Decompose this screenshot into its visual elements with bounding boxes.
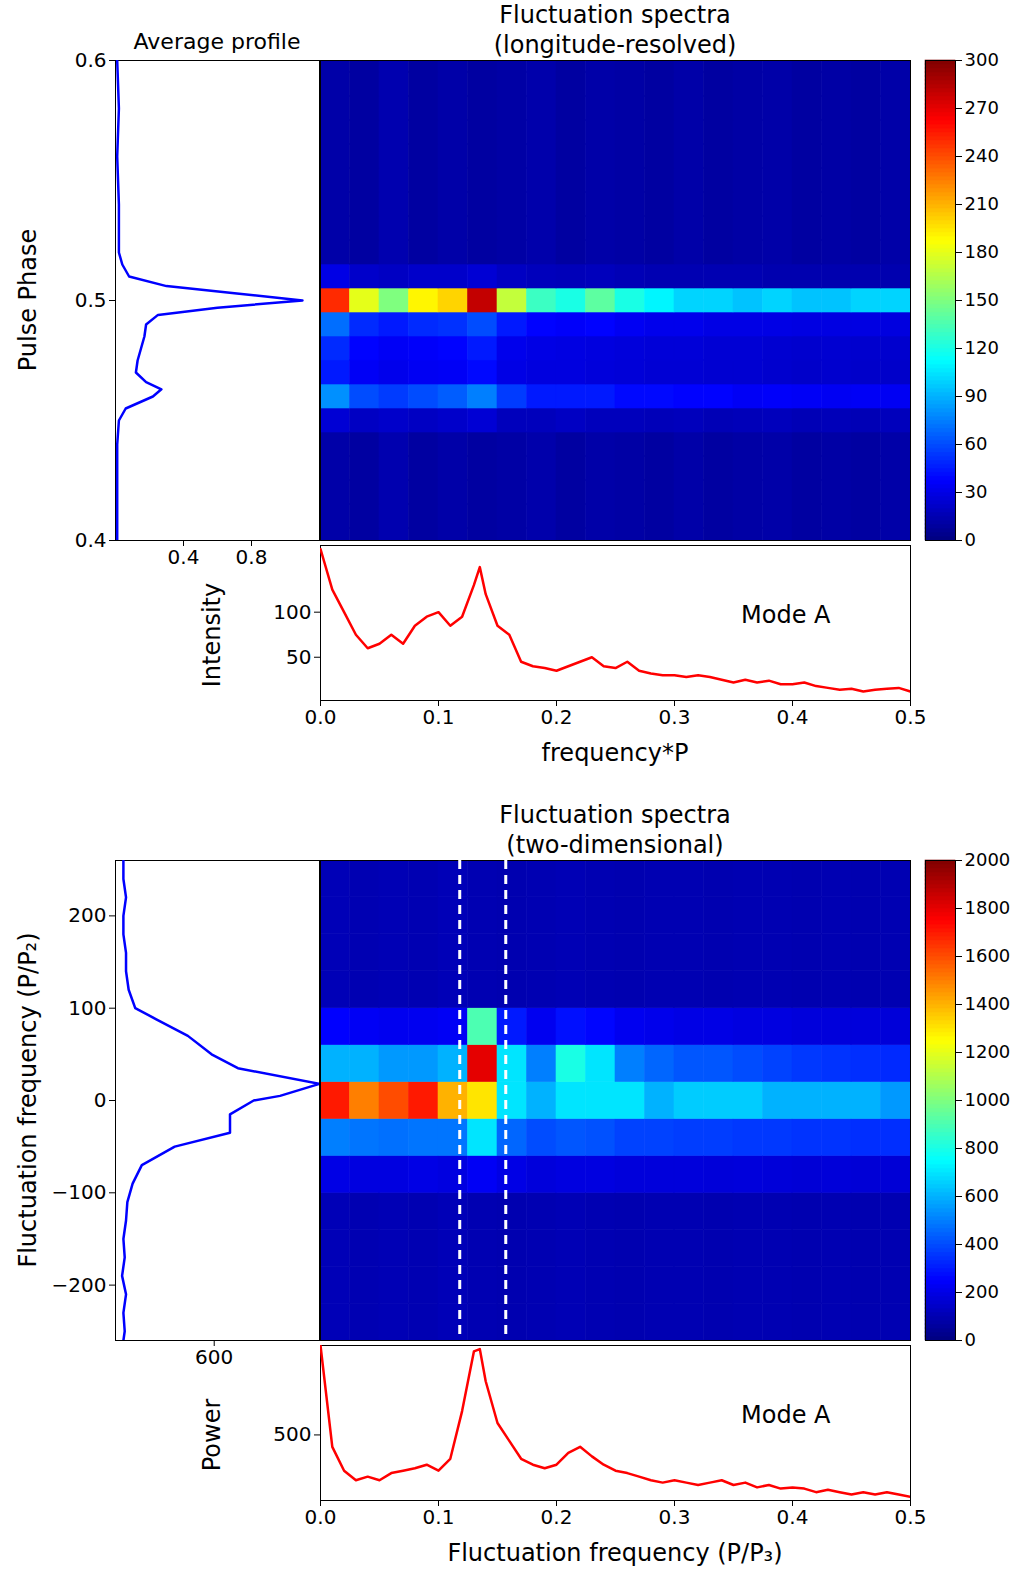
html-text:Average profile: Average profile (133, 29, 301, 54)
svg-text:0.3: 0.3 (659, 1505, 691, 1529)
svg-text:100: 100 (273, 600, 311, 624)
svg-text:0: 0 (965, 1329, 976, 1350)
svg-text:120: 120 (965, 337, 999, 358)
html-text:Fluctuation frequency (P/P₂): Fluctuation frequency (P/P₂) (14, 932, 42, 1268)
svg-text:1800: 1800 (965, 897, 1011, 918)
svg-text:300: 300 (965, 49, 999, 70)
html-text:Fluctuation spectra: Fluctuation spectra (499, 801, 731, 829)
svg-text:200: 200 (965, 1281, 999, 1302)
html-text:Pulse Phase: Pulse Phase (14, 228, 42, 372)
svg-text:0.2: 0.2 (541, 1505, 573, 1529)
svg-text:−200: −200 (52, 1273, 107, 1297)
svg-text:0.4: 0.4 (777, 705, 809, 729)
svg-text:200: 200 (68, 903, 106, 927)
svg-text:400: 400 (965, 1233, 999, 1254)
svg-text:1600: 1600 (965, 945, 1011, 966)
html-text:Power: Power (198, 1398, 226, 1472)
svg-text:2000: 2000 (965, 849, 1011, 870)
svg-text:1000: 1000 (965, 1089, 1011, 1110)
svg-text:0.3: 0.3 (659, 705, 691, 729)
svg-text:Mode A: Mode A (741, 1401, 831, 1429)
svg-text:500: 500 (273, 1422, 311, 1446)
html-text:Intensity: Intensity (198, 582, 226, 688)
svg-text:600: 600 (965, 1185, 999, 1206)
svg-text:600: 600 (195, 1345, 233, 1369)
svg-text:800: 800 (965, 1137, 999, 1158)
svg-text:0: 0 (965, 529, 976, 550)
html-text:(two-dimensional): (two-dimensional) (506, 831, 724, 859)
svg-text:0.0: 0.0 (305, 705, 337, 729)
svg-text:Mode A: Mode A (741, 601, 831, 629)
svg-text:90: 90 (965, 385, 988, 406)
svg-text:60: 60 (965, 433, 988, 454)
svg-text:0.4: 0.4 (777, 1505, 809, 1529)
svg-text:30: 30 (965, 481, 988, 502)
svg-text:0.4: 0.4 (75, 528, 107, 552)
svg-text:0.5: 0.5 (895, 1505, 927, 1529)
html-text:(longitude-resolved): (longitude-resolved) (493, 31, 737, 59)
svg-text:240: 240 (965, 145, 999, 166)
html-text:Fluctuation frequency (P/P₃): Fluctuation frequency (P/P₃) (447, 1539, 783, 1567)
html-text:frequency*P: frequency*P (541, 739, 689, 767)
svg-text:0.5: 0.5 (895, 705, 927, 729)
html-text:Fluctuation spectra: Fluctuation spectra (499, 1, 731, 29)
svg-text:0.5: 0.5 (75, 288, 107, 312)
svg-text:0.6: 0.6 (75, 48, 107, 72)
svg-text:0.1: 0.1 (423, 1505, 455, 1529)
svg-text:210: 210 (965, 193, 999, 214)
svg-text:50: 50 (286, 645, 311, 669)
svg-text:0.2: 0.2 (541, 705, 573, 729)
svg-text:0.0: 0.0 (305, 1505, 337, 1529)
svg-text:−100: −100 (52, 1180, 107, 1204)
svg-text:1400: 1400 (965, 993, 1011, 1014)
svg-text:0.8: 0.8 (236, 545, 268, 569)
svg-text:270: 270 (965, 97, 999, 118)
svg-text:180: 180 (965, 241, 999, 262)
svg-text:1200: 1200 (965, 1041, 1011, 1062)
svg-text:0.4: 0.4 (168, 545, 200, 569)
svg-text:0.1: 0.1 (423, 705, 455, 729)
svg-text:100: 100 (68, 996, 106, 1020)
svg-text:150: 150 (965, 289, 999, 310)
svg-text:0: 0 (94, 1088, 107, 1112)
